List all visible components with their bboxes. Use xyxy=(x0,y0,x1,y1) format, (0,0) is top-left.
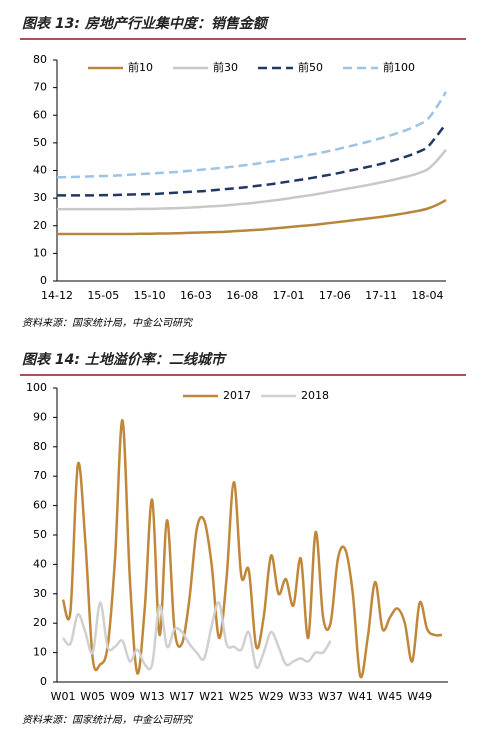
source-note: 资料来源：国家统计局，中金公司研究 xyxy=(22,317,194,329)
y-tick-label: 90 xyxy=(33,410,47,423)
x-tick-label: W09 xyxy=(110,690,135,703)
x-tick-label: 16-03 xyxy=(180,289,212,302)
series-line xyxy=(56,91,448,179)
y-tick-label: 40 xyxy=(33,164,47,177)
y-tick-label: 50 xyxy=(33,528,47,541)
x-tick-label: 18-04 xyxy=(411,289,443,302)
x-tick-label: 17-11 xyxy=(365,289,397,302)
legend-label: 2017 xyxy=(223,389,251,402)
x-tick-label: W37 xyxy=(318,690,343,703)
x-tick-label: 14-12 xyxy=(41,289,73,302)
legend-label: 前10 xyxy=(128,60,153,74)
series-line xyxy=(61,419,443,679)
x-tick-label: W05 xyxy=(80,690,105,703)
x-tick-label: W45 xyxy=(378,690,403,703)
y-tick-label: 80 xyxy=(33,53,47,66)
x-tick-label: W33 xyxy=(288,690,313,703)
x-tick-label: W01 xyxy=(51,690,76,703)
series-line xyxy=(62,601,332,671)
y-tick-label: 80 xyxy=(33,440,47,453)
y-tick-label: 30 xyxy=(33,191,47,204)
x-tick-label: 17-01 xyxy=(273,289,305,302)
x-tick-label: W41 xyxy=(348,690,373,703)
x-tick-label: W29 xyxy=(259,690,284,703)
y-tick-label: 10 xyxy=(33,246,47,259)
x-tick-label: W13 xyxy=(140,690,165,703)
legend-label: 前100 xyxy=(383,60,415,74)
x-tick-label: W17 xyxy=(169,690,194,703)
series-line xyxy=(56,198,447,236)
x-tick-label: W49 xyxy=(407,690,432,703)
source-note: 资料来源：国家统计局，中金公司研究 xyxy=(22,714,194,726)
x-tick-label: 16-08 xyxy=(226,289,258,302)
y-tick-label: 20 xyxy=(33,219,47,232)
y-tick-label: 60 xyxy=(33,108,47,121)
y-tick-label: 0 xyxy=(40,675,47,688)
series-line xyxy=(57,122,448,197)
legend-label: 2018 xyxy=(301,389,329,402)
x-tick-label: W25 xyxy=(229,690,254,703)
figure-title: 图表 13: 房地产行业集中度：销售金额 xyxy=(22,15,270,32)
y-tick-label: 70 xyxy=(33,81,47,94)
y-tick-label: 40 xyxy=(33,557,47,570)
figure-title: 图表 14: 土地溢价率：二线城市 xyxy=(22,351,228,368)
y-tick-label: 70 xyxy=(33,469,47,482)
y-tick-label: 10 xyxy=(33,646,47,659)
legend-label: 前50 xyxy=(298,60,323,74)
y-tick-label: 20 xyxy=(33,616,47,629)
x-tick-label: 15-10 xyxy=(134,289,166,302)
series-line xyxy=(57,148,447,211)
x-tick-label: 15-05 xyxy=(87,289,119,302)
x-tick-label: 17-06 xyxy=(319,289,351,302)
x-tick-label: W21 xyxy=(199,690,224,703)
y-tick-label: 0 xyxy=(40,274,47,287)
y-tick-label: 100 xyxy=(26,381,47,394)
y-tick-label: 50 xyxy=(33,136,47,149)
legend-label: 前30 xyxy=(213,60,238,74)
y-tick-label: 30 xyxy=(33,587,47,600)
y-tick-label: 60 xyxy=(33,499,47,512)
